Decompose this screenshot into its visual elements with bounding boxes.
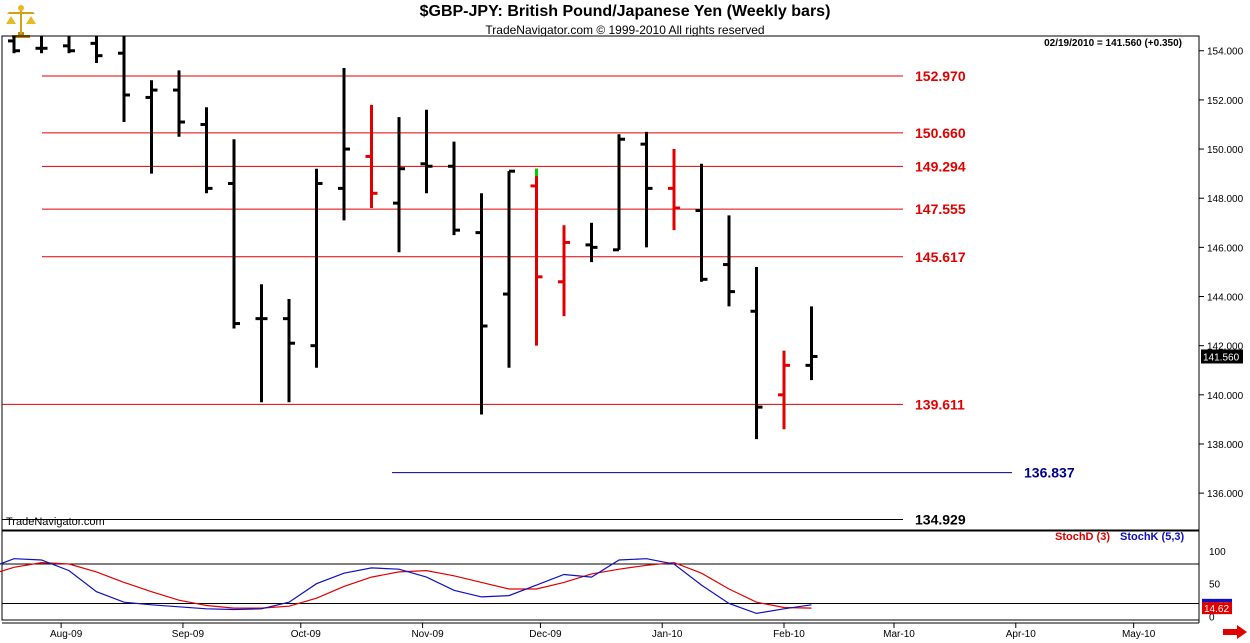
stochk-line bbox=[0, 558, 812, 615]
price-bar-2009-07-27 bbox=[35, 36, 48, 54]
level-lines: 152.970 150.660 149.294 147.555 145.617 139.6… bbox=[2, 68, 1075, 527]
red-right-arrow-icon[interactable] bbox=[1222, 624, 1248, 640]
level-label-149.294: 149.294 bbox=[915, 158, 966, 174]
time-tick-label: Oct-09 bbox=[291, 629, 321, 640]
price-panel-border bbox=[1, 35, 1200, 531]
price-tick-label: 136.000 bbox=[1207, 489, 1244, 500]
price-bar-2010-02-08 bbox=[805, 306, 818, 381]
price-bar-2009-08-10 bbox=[90, 36, 103, 64]
price-bar-2009-09-14 bbox=[228, 139, 240, 329]
price-bar-2009-08-24 bbox=[145, 80, 158, 174]
price-bar-2009-08-17 bbox=[118, 36, 130, 123]
stochd-last-box bbox=[1202, 602, 1232, 615]
price-bar-2009-08-31 bbox=[173, 70, 185, 137]
price-bar-2009-10-12 bbox=[338, 67, 350, 221]
last-quote: 02/19/2010 = 141.560 (+0.350) bbox=[1044, 38, 1182, 49]
price-bar-2009-11-16 bbox=[475, 193, 488, 415]
time-tick-label: Sep-09 bbox=[172, 629, 205, 640]
price-tick-label: 152.000 bbox=[1207, 96, 1244, 107]
time-tick-label: Aug-09 bbox=[50, 629, 83, 640]
price-bar-2009-07-20 bbox=[8, 36, 20, 54]
last-price-label: 141.560 bbox=[1203, 352, 1240, 363]
price-tick-label: 138.000 bbox=[1207, 440, 1244, 451]
stoch-tick-label: 0 bbox=[1209, 613, 1215, 624]
price-bar-2009-11-30 bbox=[530, 168, 543, 346]
price-tick-label: 142.000 bbox=[1207, 342, 1244, 353]
price-tick-label: 150.000 bbox=[1207, 145, 1244, 156]
level-label-145.617: 145.617 bbox=[915, 249, 966, 265]
price-bar-2009-10-19 bbox=[365, 104, 378, 209]
price-bar-2009-11-02 bbox=[420, 109, 433, 194]
level-label-139.611: 139.611 bbox=[915, 396, 965, 412]
last-price-box bbox=[1201, 349, 1243, 364]
time-tick-label: Dec-09 bbox=[529, 629, 562, 640]
price-bar-2009-08-03 bbox=[63, 36, 75, 54]
level-label-147.555: 147.555 bbox=[915, 201, 966, 217]
price-bar-2009-12-14 bbox=[585, 222, 598, 263]
price-bar-2010-01-11 bbox=[695, 163, 708, 282]
level-label-150.660: 150.660 bbox=[915, 125, 966, 141]
price-bar-2009-11-09 bbox=[448, 141, 460, 236]
time-tick-label: Feb-10 bbox=[773, 629, 805, 640]
price-tick-label: 146.000 bbox=[1207, 243, 1244, 254]
price-bar-2009-11-23 bbox=[503, 169, 515, 368]
price-bar-2009-09-07 bbox=[200, 107, 213, 194]
price-bar-2010-01-18 bbox=[723, 215, 735, 307]
price-bar-2009-12-21 bbox=[613, 134, 625, 252]
price-axis: 154.000 152.000 150.000 148.000 146.000 144.0… bbox=[1199, 47, 1244, 500]
stoch-tick-label: 50 bbox=[1209, 580, 1221, 591]
price-tick-label: 148.000 bbox=[1207, 194, 1244, 205]
price-tick-label: 140.000 bbox=[1207, 391, 1244, 402]
stoch-tick-label: 100 bbox=[1209, 547, 1226, 558]
legend-stochd: StochD (3) bbox=[1055, 531, 1110, 543]
price-bar-2009-12-28 bbox=[640, 131, 653, 248]
price-bar-2010-02-01 bbox=[778, 350, 790, 430]
price-tick-label: 154.000 bbox=[1207, 47, 1244, 58]
price-bar-2010-01-04 bbox=[668, 149, 680, 231]
stochd-last-label: 14.62 bbox=[1204, 604, 1229, 615]
price-bar-2009-09-28 bbox=[283, 298, 295, 403]
level-label-134.929: 134.929 bbox=[915, 511, 966, 527]
time-tick-label: Jan-10 bbox=[652, 629, 683, 640]
chart-title: $GBP-JPY: British Pound/Japanese Yen (We… bbox=[419, 3, 831, 20]
stochd-line bbox=[0, 561, 812, 609]
price-bar-2009-10-26 bbox=[393, 117, 405, 253]
price-tick-label: 144.000 bbox=[1207, 293, 1244, 304]
price-bar-2009-10-05 bbox=[310, 168, 323, 368]
price-bar-2010-01-25 bbox=[750, 267, 763, 440]
price-bar-2009-12-07 bbox=[558, 225, 570, 317]
chart-frame bbox=[1, 35, 1200, 624]
level-label-136.837: 136.837 bbox=[1024, 465, 1075, 481]
time-tick-label: Mar-10 bbox=[883, 629, 915, 640]
time-tick-label: May-10 bbox=[1122, 629, 1156, 640]
stochastic-panel: 10050024.7714.62 bbox=[0, 547, 1232, 624]
level-label-152.970: 152.970 bbox=[915, 68, 966, 84]
chart-subtitle: TradeNavigator.com © 1999-2010 All right… bbox=[485, 23, 765, 37]
legend-stochk: StochK (5,3) bbox=[1120, 531, 1185, 543]
time-axis: Aug-09 Sep-09 Oct-09 Nov-09 Dec-09 Jan-10 Feb-… bbox=[50, 623, 1156, 640]
price-bar-2009-09-21 bbox=[255, 284, 268, 403]
price-bars bbox=[8, 36, 818, 440]
time-tick-label: Nov-09 bbox=[411, 629, 444, 640]
time-tick-label: Apr-10 bbox=[1006, 629, 1036, 640]
